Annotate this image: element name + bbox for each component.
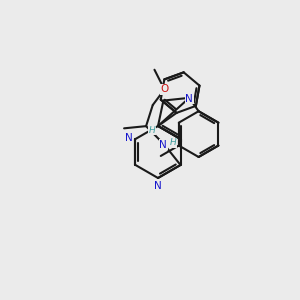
Text: N: N xyxy=(154,181,162,191)
Text: H: H xyxy=(170,138,177,147)
Text: N: N xyxy=(185,94,193,104)
Text: N: N xyxy=(160,140,167,150)
Text: N: N xyxy=(125,133,133,143)
Text: H: H xyxy=(149,126,155,135)
Text: O: O xyxy=(160,85,169,94)
